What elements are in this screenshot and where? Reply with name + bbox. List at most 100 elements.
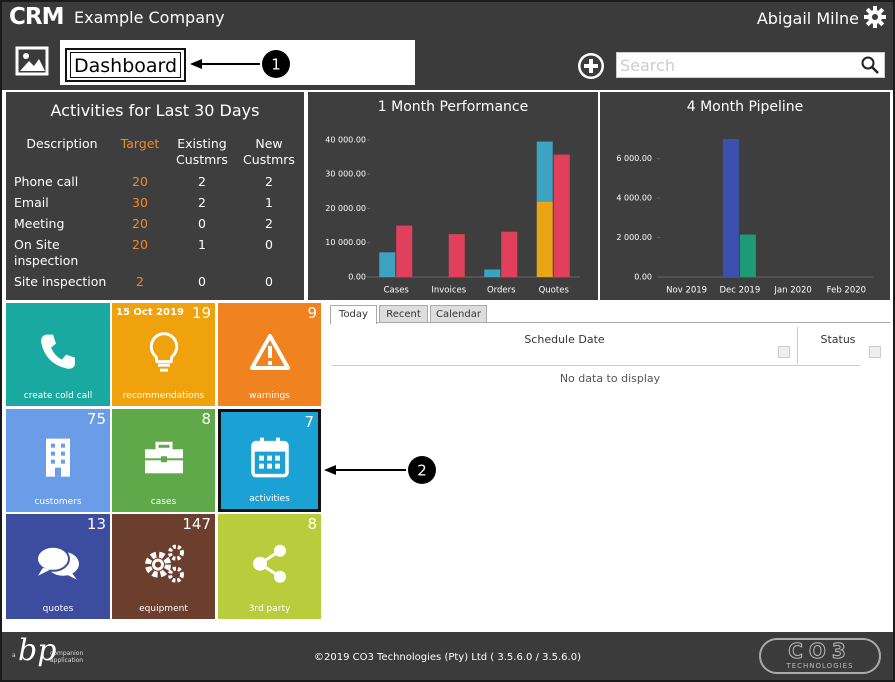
bar [536, 141, 553, 202]
image-icon[interactable] [15, 46, 49, 76]
chart-panel: 1 Month Performance 0.00 10 000.00 20 000.0… [308, 92, 598, 300]
tile[interactable]: 8 3rd party [218, 514, 321, 619]
tile-label: warnings [249, 391, 290, 401]
column-header: Description [26, 136, 98, 151]
row-value: 1 [198, 237, 206, 252]
tile-label: activities [249, 494, 290, 504]
copyright: ©2019 CO3 Technologies (Pty) Ltd ( 3.5.6… [314, 652, 581, 663]
user-name[interactable]: Abigail Milne [756, 9, 859, 28]
row-description: On Site inspection [14, 237, 79, 268]
column-header: Existing Custmrs [176, 136, 228, 167]
tile-label: create cold call [23, 391, 93, 401]
column-divider [797, 327, 798, 364]
row-value: 20 [132, 174, 148, 189]
tab[interactable]: Recent [379, 305, 428, 323]
row-value: 2 [198, 195, 206, 210]
y-tick-label: 40 000.00 [325, 135, 366, 144]
row-description: Site inspection [14, 274, 107, 289]
settings-icon[interactable] [864, 6, 886, 28]
tile[interactable]: 7 activities [218, 409, 321, 512]
chart-title: 1 Month Performance [378, 99, 528, 115]
panel-title: Activities for Last 30 Days [50, 101, 260, 120]
y-tick-label: 0.00 [634, 273, 652, 282]
chart: 1 Month Performance 0.00 10 000.00 20 000.0… [325, 99, 580, 296]
tile-count: 7 [304, 413, 314, 431]
tile-count: 8 [307, 515, 317, 533]
tile-icon [36, 545, 79, 580]
tile[interactable]: create cold call [6, 303, 110, 406]
x-tick-label: Orders [487, 286, 516, 296]
company-name: Example Company [74, 8, 225, 27]
tile[interactable]: 8 cases [112, 409, 215, 512]
row-value: 20 [132, 216, 148, 231]
title-box: Dashboard [60, 40, 415, 85]
tile[interactable]: 75 customers [6, 409, 110, 512]
tile-count: 8 [201, 410, 211, 428]
column-header: Target [120, 136, 160, 151]
bar [501, 231, 518, 277]
tile-count: 9 [307, 304, 317, 322]
page-title: Dashboard [70, 52, 182, 78]
tile[interactable]: 13 quotes [6, 514, 110, 619]
tile-icon [144, 441, 183, 473]
y-tick-label: 20 000.00 [325, 204, 366, 213]
tile-icon [250, 437, 289, 477]
bar [396, 225, 413, 277]
tab[interactable]: Calendar [430, 305, 487, 323]
footer: a bp companion application ©2019 CO3 Tec… [2, 632, 893, 680]
row-description: Email [14, 195, 49, 210]
tile-count: 19 [191, 304, 211, 322]
tile-label: customers [34, 497, 82, 507]
tile-date: 15 Oct 2019 [116, 307, 184, 318]
search-icon[interactable] [861, 56, 879, 74]
row-value: 1 [265, 195, 273, 210]
co3-text: CO3 [788, 639, 852, 663]
row-description: Meeting [14, 216, 65, 231]
y-tick-label: 4 000.00 [616, 194, 652, 203]
tile-label: quotes [42, 604, 74, 614]
search-box[interactable]: Search [616, 52, 885, 78]
search-placeholder: Search [620, 56, 675, 75]
x-tick-label: Invoices [431, 286, 466, 296]
column-header[interactable]: Status [820, 333, 856, 346]
chart: 4 Month Pipeline 0.00 2 000.00 4 000.00 6 00… [616, 99, 873, 296]
activities-panel: Activities for Last 30 Days Description T… [6, 92, 304, 300]
tile-label: 3rd party [248, 604, 291, 614]
row-value: 2 [136, 274, 144, 289]
column-header[interactable]: Schedule Date [524, 333, 605, 346]
header-line [332, 365, 860, 366]
tile[interactable]: 19 15 Oct 2019 recommendations [112, 303, 215, 406]
tile-count: 147 [182, 515, 211, 533]
tile[interactable]: 147 equipment [112, 514, 215, 619]
tile[interactable]: 9 warnings [218, 303, 321, 406]
bar [379, 252, 396, 277]
row-value: 2 [265, 216, 273, 231]
row-value: 2 [198, 174, 206, 189]
tab[interactable]: Today [330, 305, 377, 324]
row-value: 20 [132, 237, 148, 252]
bar [536, 201, 553, 277]
bar [448, 234, 465, 277]
y-tick-label: 0.00 [348, 273, 366, 282]
co3-sub: TECHNOLOGIES [786, 662, 854, 670]
bar [553, 154, 570, 277]
logo: CRM [9, 4, 64, 30]
x-tick-label: Dec 2019 [719, 286, 760, 296]
x-tick-label: Quotes [539, 286, 570, 296]
bar [739, 234, 756, 277]
tile-label: cases [150, 497, 177, 507]
chart-panel: 4 Month Pipeline 0.00 2 000.00 4 000.00 6 00… [600, 92, 890, 300]
empty-message: No data to display [559, 372, 661, 385]
tile-icon [46, 438, 70, 477]
y-tick-label: 10 000.00 [325, 238, 366, 247]
row-value: 0 [265, 274, 273, 289]
filter-button[interactable] [869, 346, 881, 358]
filter-button[interactable] [778, 346, 790, 358]
add-button[interactable] [576, 51, 606, 81]
tile-icon [149, 331, 178, 372]
tile-count: 75 [86, 410, 106, 428]
brand-sub: companion application [50, 650, 84, 664]
tile-label: recommendations [122, 391, 205, 401]
tab-line [330, 322, 890, 323]
